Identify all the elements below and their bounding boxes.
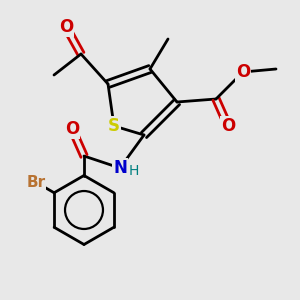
Text: O: O xyxy=(65,120,79,138)
Text: N: N xyxy=(113,159,127,177)
Text: H: H xyxy=(128,164,139,178)
Text: Br: Br xyxy=(26,175,46,190)
Text: O: O xyxy=(59,18,73,36)
Text: S: S xyxy=(108,117,120,135)
Text: O: O xyxy=(221,117,235,135)
Text: O: O xyxy=(236,63,250,81)
